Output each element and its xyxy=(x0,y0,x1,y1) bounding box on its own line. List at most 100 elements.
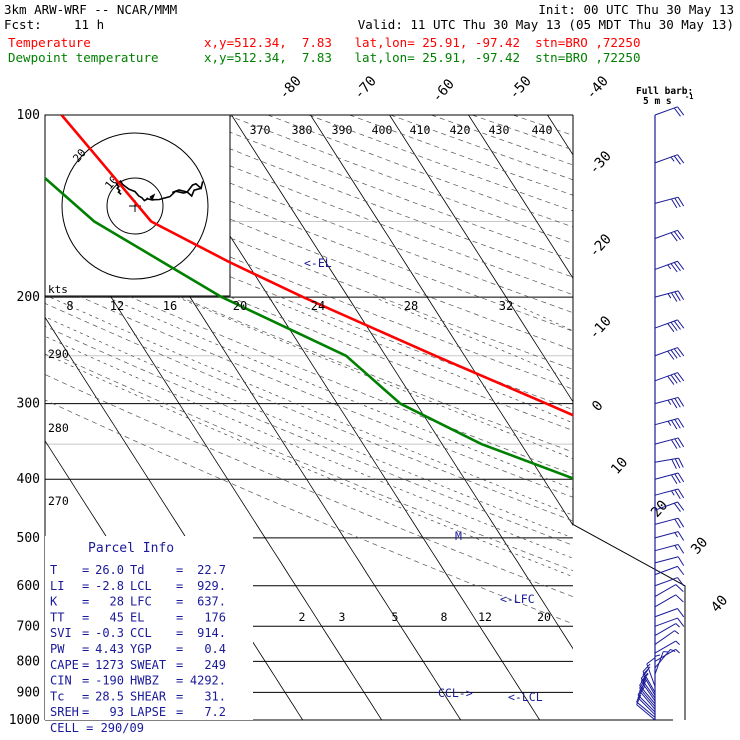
barb-flag xyxy=(677,617,685,627)
barb-flag xyxy=(673,373,681,383)
parcel-equals: = xyxy=(82,563,89,577)
barb-half-flag xyxy=(641,686,646,692)
dewpoint-info: x,y=512.34, 7.83 lat,lon= 25.91, -97.42 … xyxy=(204,50,641,65)
parcel-param-name: CIN xyxy=(50,674,72,688)
barb-half-flag xyxy=(667,420,672,426)
barb-flag xyxy=(674,458,681,469)
wind-barb xyxy=(654,594,684,608)
parcel-param-name: LFC xyxy=(130,595,152,609)
wind-barb xyxy=(654,654,661,681)
wind-barb xyxy=(654,630,680,645)
parcel-cell: CELL = 290/09 xyxy=(50,721,144,735)
barb-shaft xyxy=(654,617,678,627)
parcel-param-name: TT xyxy=(50,610,64,624)
dry-adiabat-480 xyxy=(431,115,573,166)
isotherm--20 xyxy=(468,115,573,279)
wind-barb xyxy=(654,623,680,636)
dewpoint-legend: Dewpoint temperature xyxy=(8,50,159,65)
temperature-info: x,y=512.34, 7.83 lat,lon= 25.91, -97.42 … xyxy=(204,35,641,50)
barb-shaft xyxy=(654,106,678,116)
dry-adiabat-330 xyxy=(45,217,573,431)
isotherm-label: 30 xyxy=(688,534,711,557)
barb-shaft xyxy=(654,648,677,662)
lcl-marker: <-LCL xyxy=(508,690,543,704)
theta-label: 440 xyxy=(532,123,553,137)
parcel-param-name: Tc xyxy=(50,689,64,703)
barb-flag xyxy=(674,419,681,429)
wind-barb xyxy=(654,417,685,430)
barb-flag xyxy=(677,556,685,566)
barb-flag xyxy=(667,323,675,333)
isotherm-10 xyxy=(706,115,740,720)
barb-flag xyxy=(674,291,681,301)
parcel-param-value: 1273 xyxy=(95,658,124,672)
parcel-info-panel xyxy=(45,536,253,720)
theta-low-label: 280 xyxy=(48,421,69,435)
mixing-ratio-label: 2 xyxy=(299,610,306,624)
dry-adiabat-430 xyxy=(226,115,573,244)
barb-flag xyxy=(677,196,685,207)
barb-half-flag xyxy=(641,683,646,689)
temperature-legend: Temperature xyxy=(8,35,91,50)
barb-legend-title: Full barb: xyxy=(636,86,693,97)
fcst-label: Fcst: xyxy=(4,17,42,32)
barb-flag xyxy=(677,608,685,618)
wind-barb xyxy=(654,531,685,541)
wind-barb xyxy=(654,577,685,587)
isotherm--10 xyxy=(547,115,573,156)
barb-flag xyxy=(670,374,678,384)
wind-barb xyxy=(654,437,685,449)
dewpoint-profile xyxy=(45,176,573,480)
dry-adiabat-360 xyxy=(45,160,573,370)
parcel-param-value: -2.8 xyxy=(95,579,124,593)
parcel-param-name: EL xyxy=(130,610,144,624)
barb-shaft xyxy=(654,577,678,587)
parcel-param-value: -190 xyxy=(95,674,124,688)
wind-barb xyxy=(654,229,685,242)
barb-shaft xyxy=(654,517,679,525)
barb-shaft xyxy=(654,623,677,636)
frame-corner xyxy=(572,523,686,720)
parcel-param-name: SREH xyxy=(50,705,79,719)
parcel-param-name: T xyxy=(50,563,57,577)
barb-flag xyxy=(677,154,685,164)
init-time: Init: 00 UTC Thu 30 May 13 xyxy=(538,2,734,17)
barb-half-flag xyxy=(670,156,675,162)
dry-adiabat-460 xyxy=(349,115,573,196)
wind-barb xyxy=(654,608,685,618)
barb-flag xyxy=(677,347,685,357)
barb-flag xyxy=(675,594,684,603)
barb-flag xyxy=(674,489,681,500)
theta-low-label: 270 xyxy=(48,494,69,508)
parcel-equals: = xyxy=(176,674,183,688)
fcst-value: 11 h xyxy=(74,17,105,32)
pressure-label-1000: 1000 xyxy=(9,713,40,728)
wind-barb xyxy=(654,617,685,627)
parcel-param-name: CAPE xyxy=(50,658,79,672)
barb-shaft xyxy=(654,594,677,608)
parcel-param-value: 22.7 xyxy=(197,563,226,577)
theta-label: 410 xyxy=(410,123,431,137)
wind-barb xyxy=(654,488,685,500)
parcel-equals: = xyxy=(176,689,183,703)
hodo-axis-label: 28 xyxy=(404,299,418,313)
barb-shaft xyxy=(654,501,678,511)
parcel-equals: = xyxy=(176,705,183,719)
theta-label: 400 xyxy=(372,123,393,137)
barb-shaft xyxy=(637,694,656,713)
parcel-param-name: SVI xyxy=(50,626,72,640)
dry-adiabat-270 xyxy=(45,349,573,571)
barb-flag xyxy=(673,107,681,117)
barb-shaft xyxy=(654,649,671,669)
isotherm--50 xyxy=(231,115,573,650)
barb-flag xyxy=(677,437,685,448)
parcel-param-value: 28.5 xyxy=(95,689,124,703)
parcel-param-name: LCL xyxy=(130,579,152,593)
dry-adiabat-500 xyxy=(513,115,573,136)
parcel-equals: = xyxy=(82,689,89,703)
barb-shaft xyxy=(654,544,679,552)
barb-shaft xyxy=(639,690,656,710)
barb-flag xyxy=(677,472,685,483)
barb-flag xyxy=(677,372,685,382)
wind-barb xyxy=(654,106,685,117)
